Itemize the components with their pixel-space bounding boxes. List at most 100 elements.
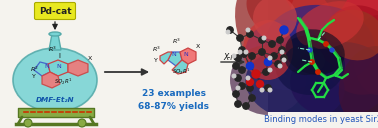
Circle shape — [265, 59, 271, 65]
Circle shape — [308, 48, 312, 52]
Circle shape — [247, 63, 253, 69]
Circle shape — [280, 26, 288, 34]
Ellipse shape — [245, 49, 345, 121]
Circle shape — [316, 70, 320, 74]
Ellipse shape — [235, 0, 301, 78]
Text: X: X — [88, 56, 92, 61]
Polygon shape — [180, 48, 196, 64]
Ellipse shape — [296, 1, 364, 49]
Circle shape — [232, 54, 236, 58]
Circle shape — [253, 71, 259, 77]
Circle shape — [246, 62, 254, 70]
Ellipse shape — [290, 42, 378, 118]
Text: $R^2$: $R^2$ — [30, 65, 39, 74]
Circle shape — [324, 42, 328, 46]
Bar — [268, 112, 378, 128]
Circle shape — [244, 50, 248, 54]
Circle shape — [78, 119, 86, 127]
Polygon shape — [49, 34, 61, 50]
Circle shape — [238, 50, 242, 54]
Text: $R^3$: $R^3$ — [152, 45, 161, 54]
Ellipse shape — [253, 0, 297, 40]
Circle shape — [268, 88, 272, 92]
Text: Binding modes in yeast Sir2: Binding modes in yeast Sir2 — [264, 115, 378, 125]
Circle shape — [249, 53, 255, 59]
Circle shape — [235, 75, 241, 81]
Ellipse shape — [339, 46, 378, 124]
Circle shape — [259, 49, 265, 55]
Text: 23 examples
68-87% yields: 23 examples 68-87% yields — [138, 89, 209, 111]
Ellipse shape — [230, 45, 306, 115]
Polygon shape — [168, 52, 182, 66]
Circle shape — [226, 30, 230, 34]
Circle shape — [252, 70, 260, 78]
Circle shape — [262, 36, 266, 40]
Circle shape — [246, 28, 250, 32]
Circle shape — [239, 83, 245, 89]
Circle shape — [330, 48, 334, 52]
Circle shape — [280, 50, 284, 54]
Circle shape — [236, 86, 240, 90]
Text: N: N — [171, 52, 176, 57]
Bar — [268, 0, 378, 128]
Ellipse shape — [353, 15, 378, 95]
Circle shape — [282, 58, 286, 62]
Text: N: N — [44, 64, 49, 69]
Circle shape — [263, 69, 269, 75]
Circle shape — [281, 55, 287, 61]
Circle shape — [239, 67, 245, 73]
Circle shape — [264, 58, 272, 66]
Bar — [0, 0, 268, 128]
Circle shape — [239, 47, 245, 53]
Text: Y: Y — [154, 58, 158, 63]
FancyBboxPatch shape — [34, 3, 76, 19]
Text: $R^3$: $R^3$ — [172, 37, 181, 46]
Circle shape — [268, 56, 272, 60]
Ellipse shape — [285, 29, 345, 75]
Circle shape — [257, 81, 263, 87]
Text: $SO_2R^1$: $SO_2R^1$ — [172, 67, 191, 77]
Ellipse shape — [13, 48, 97, 112]
Polygon shape — [160, 52, 172, 64]
Ellipse shape — [49, 32, 61, 36]
Circle shape — [247, 31, 253, 37]
Ellipse shape — [336, 0, 378, 62]
Circle shape — [235, 55, 241, 61]
Circle shape — [246, 78, 254, 86]
Polygon shape — [68, 60, 88, 76]
Circle shape — [260, 88, 264, 92]
Text: $SO_2R^1$: $SO_2R^1$ — [54, 77, 73, 87]
Ellipse shape — [243, 20, 293, 80]
Circle shape — [268, 68, 272, 72]
Circle shape — [271, 53, 277, 59]
Ellipse shape — [290, 0, 378, 44]
Ellipse shape — [246, 0, 333, 44]
Text: X: X — [196, 44, 200, 49]
Text: $R^3$: $R^3$ — [48, 45, 57, 54]
Ellipse shape — [265, 5, 375, 85]
Circle shape — [269, 41, 275, 47]
Circle shape — [277, 37, 283, 43]
Circle shape — [241, 51, 247, 57]
Circle shape — [24, 119, 32, 127]
Text: X-ray: X-ray — [223, 52, 243, 61]
Polygon shape — [34, 62, 50, 76]
Text: N: N — [183, 52, 188, 57]
Circle shape — [279, 47, 285, 53]
Text: DMF-Et₂N: DMF-Et₂N — [36, 97, 74, 103]
Text: N: N — [56, 64, 61, 69]
Circle shape — [275, 61, 281, 67]
Circle shape — [235, 101, 241, 107]
Ellipse shape — [275, 35, 345, 95]
Text: Pd-cat: Pd-cat — [39, 8, 71, 17]
Circle shape — [247, 85, 253, 91]
Circle shape — [232, 74, 236, 78]
Polygon shape — [42, 72, 60, 88]
Ellipse shape — [320, 5, 378, 95]
Circle shape — [310, 60, 314, 64]
Ellipse shape — [325, 10, 378, 60]
Ellipse shape — [285, 45, 325, 75]
Circle shape — [247, 79, 253, 85]
Circle shape — [249, 95, 255, 101]
Text: Y: Y — [32, 74, 36, 79]
